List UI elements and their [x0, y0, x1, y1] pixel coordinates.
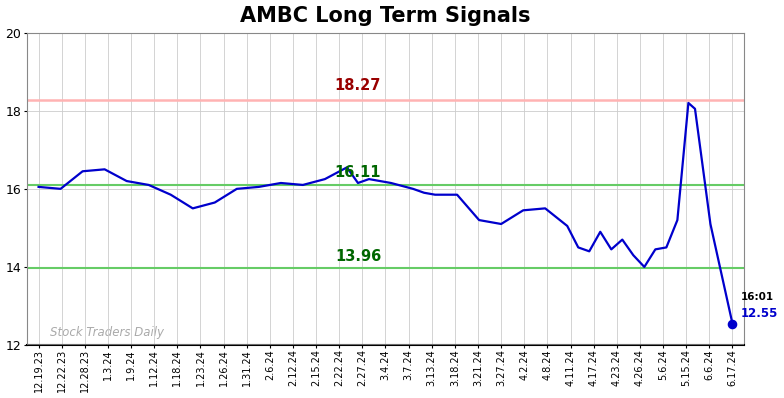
Text: 12.55: 12.55: [741, 306, 778, 320]
Title: AMBC Long Term Signals: AMBC Long Term Signals: [240, 6, 531, 25]
Text: 13.96: 13.96: [335, 249, 381, 264]
Text: 16.11: 16.11: [335, 165, 381, 180]
Text: 16:01: 16:01: [741, 292, 774, 302]
Point: [726, 320, 739, 327]
Text: 18.27: 18.27: [335, 78, 381, 93]
Text: Stock Traders Daily: Stock Traders Daily: [50, 326, 164, 339]
